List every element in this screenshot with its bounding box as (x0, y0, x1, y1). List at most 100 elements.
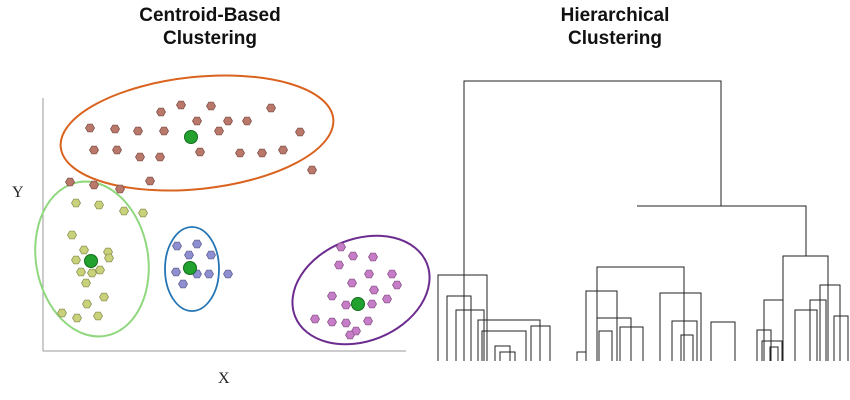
brown-cluster-point (89, 145, 99, 155)
brown-cluster-ellipse (59, 74, 335, 192)
brown-cluster-point (195, 147, 205, 157)
brown-cluster-point (133, 126, 143, 136)
dendro-right-top-link (637, 205, 807, 256)
green-cluster-point (104, 253, 114, 263)
blue-cluster-point (223, 269, 233, 279)
blue-cluster-point (178, 279, 188, 289)
blue-cluster-point (172, 241, 182, 251)
purple-cluster-point (387, 269, 397, 279)
centroid-title-line-2: Clustering (163, 28, 257, 49)
green-cluster-point (95, 265, 105, 275)
dendro-mid-group-link (596, 266, 685, 361)
brown-cluster-point (295, 127, 305, 137)
green-cluster-point (81, 278, 91, 288)
centroid-clustering-title: Centroid-Based Clustering (100, 4, 320, 50)
green-cluster-point (67, 230, 77, 240)
brown-cluster-point (266, 103, 276, 113)
dendro-left-g (530, 325, 551, 361)
dendro-left-a (446, 295, 472, 361)
purple-cluster-point (334, 260, 344, 270)
brown-cluster-point (145, 176, 155, 186)
brown-cluster-point (112, 145, 122, 155)
hierarchical-title-line-1: Hierarchical (560, 5, 670, 26)
y-axis-label: Y (12, 184, 24, 201)
brown-cluster-point (65, 177, 75, 187)
purple-cluster-point (368, 252, 378, 262)
purple-cluster-point (327, 317, 337, 327)
blue-cluster-point (171, 267, 181, 277)
x-axis-label: X (218, 370, 230, 387)
hierarchical-clustering-title: Hierarchical Clustering (505, 4, 725, 50)
green-cluster-point (71, 198, 81, 208)
dendro-mid-c (596, 317, 632, 361)
dendro-mid-d (598, 330, 613, 361)
brown-cluster-point (155, 152, 165, 162)
purple-cluster-point (364, 269, 374, 279)
green-cluster-point (87, 268, 97, 278)
blue-cluster-point (204, 269, 214, 279)
purple-cluster-point (363, 316, 373, 326)
green-cluster-centroid (84, 254, 98, 268)
dendro-right-h (833, 315, 849, 361)
brown-cluster-point (110, 124, 120, 134)
purple-cluster-point (348, 251, 358, 261)
brown-cluster-point (192, 116, 202, 126)
green-cluster-point (138, 208, 148, 218)
green-cluster-point (94, 200, 104, 210)
green-cluster-point (76, 267, 86, 277)
green-cluster-point (93, 311, 103, 321)
dendro-mid-a (585, 290, 618, 361)
dendro-mid-g (671, 320, 698, 361)
purple-cluster-point (345, 330, 355, 340)
purple-cluster-point (310, 314, 320, 324)
green-cluster-point (82, 299, 92, 309)
dendro-right-g (819, 284, 841, 361)
dendro-right-b (756, 329, 772, 361)
purple-cluster-point (367, 299, 377, 309)
blue-cluster-point (206, 250, 216, 260)
green-cluster-point (99, 292, 109, 302)
dendro-left-f (499, 351, 516, 361)
brown-cluster-point (115, 184, 125, 194)
dendro-left-b (455, 309, 485, 361)
dendro-left-e (494, 345, 511, 361)
hierarchical-title-line-2: Clustering (568, 28, 662, 49)
brown-cluster-point (278, 145, 288, 155)
brown-cluster-point (89, 180, 99, 190)
dendro-root-link (463, 80, 722, 361)
green-cluster-point (72, 313, 82, 323)
brown-cluster-point (307, 165, 317, 175)
purple-cluster-point (392, 280, 402, 290)
blue-cluster-centroid (183, 261, 197, 275)
brown-cluster-point (159, 126, 169, 136)
green-cluster-point (57, 308, 67, 318)
brown-cluster-point (223, 116, 233, 126)
green-cluster-ellipse (34, 180, 150, 338)
purple-cluster-point (347, 278, 357, 288)
dendro-left-group-link (437, 274, 488, 361)
brown-cluster-point (135, 152, 145, 162)
purple-cluster-point (336, 242, 346, 252)
dendro-right-e (794, 309, 818, 361)
brown-cluster-point (257, 148, 267, 158)
purple-cluster-point (341, 318, 351, 328)
dendrogram-tree (437, 80, 849, 361)
dendro-mid-b (576, 351, 587, 361)
centroid-title-line-1: Centroid-Based (139, 5, 281, 26)
blue-cluster-point (192, 239, 202, 249)
dendro-right-group-link (782, 255, 829, 361)
dendro-left-c (477, 319, 541, 361)
dendro-right-f (809, 299, 827, 361)
blue-cluster-ellipse (164, 226, 220, 312)
brown-cluster-point (176, 100, 186, 110)
brown-cluster-point (85, 123, 95, 133)
dendro-mid-f (659, 292, 702, 361)
brown-cluster-point (214, 126, 224, 136)
purple-cluster-point (382, 294, 392, 304)
green-cluster-point (79, 245, 89, 255)
brown-cluster-point (156, 107, 166, 117)
brown-cluster-centroid (184, 130, 198, 144)
purple-cluster-point (327, 291, 337, 301)
